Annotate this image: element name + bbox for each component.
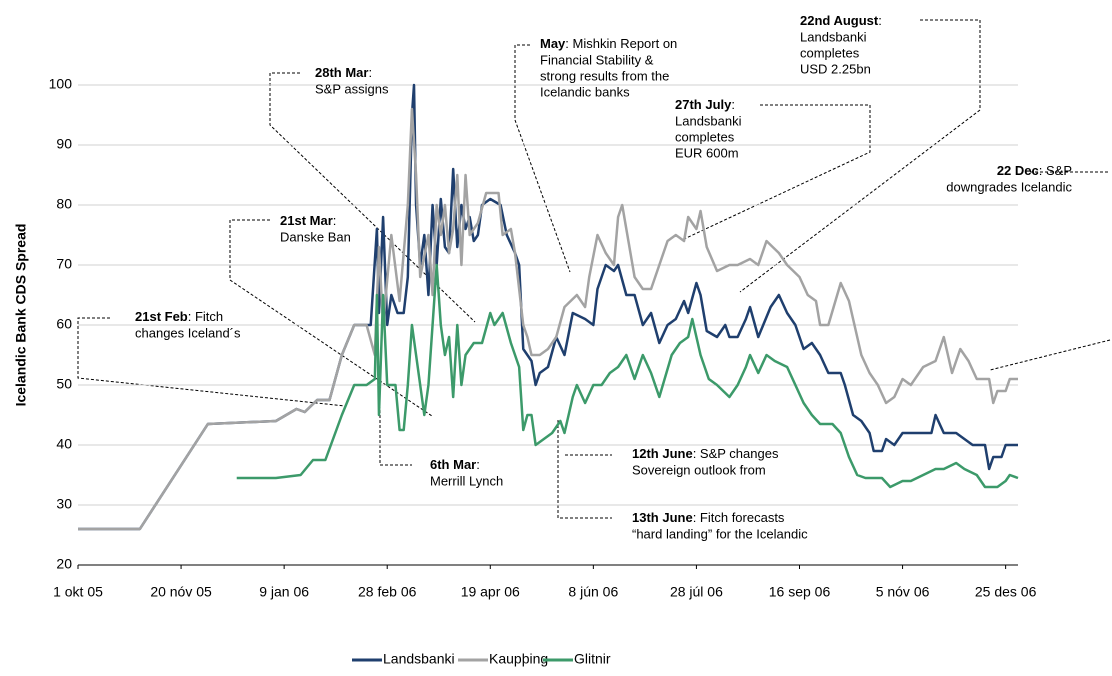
- annotation-head: 28th Mar:: [315, 65, 372, 80]
- leader-line: [739, 19, 981, 293]
- annotation-line: strong results from the: [540, 68, 669, 83]
- annotation-line: Icelandic banks: [540, 84, 630, 99]
- annotation-line: Danske Ban: [280, 229, 351, 244]
- leader-line: [269, 72, 476, 323]
- leader-line: [681, 104, 871, 241]
- annotation-title: 13th June: [632, 510, 693, 525]
- annotation-line: changes Iceland´s: [135, 325, 241, 340]
- x-tick-label: 8 jún 06: [568, 584, 618, 600]
- annotation-head: 21st Mar:: [280, 213, 336, 228]
- annotation-text: : Fitch forecasts: [693, 510, 785, 525]
- x-tick-label: 5 nóv 06: [876, 584, 930, 600]
- leader-line: [77, 317, 346, 407]
- x-tick-label: 16 sep 06: [769, 584, 831, 600]
- y-tick-label: 60: [56, 316, 72, 332]
- series-line: [236, 263, 1019, 489]
- y-tick-label: 20: [56, 556, 72, 572]
- legend-label: Glitnir: [574, 651, 611, 667]
- annotation-text: : Mishkin Report on: [565, 36, 677, 51]
- annotation-line: S&P assigns: [315, 81, 389, 96]
- leader-line: [514, 44, 571, 273]
- annotation-head: 27th July:: [675, 97, 735, 112]
- annotation-text: : S&P changes: [693, 446, 779, 461]
- annotation-line: EUR 600m: [675, 145, 739, 160]
- annotation-text: :: [731, 97, 735, 112]
- y-tick-label: 40: [56, 436, 72, 452]
- annotation: 28th Mar:S&P assigns: [315, 65, 389, 96]
- annotation-title: May: [540, 36, 566, 51]
- annotation-line: Financial Stability &: [540, 52, 654, 67]
- series-line: [78, 107, 1018, 531]
- annotation: 6th Mar:Merrill Lynch: [430, 457, 503, 488]
- annotation-line: “hard landing” for the Icelandic: [632, 526, 808, 541]
- annotation-title: 21st Mar: [280, 213, 333, 228]
- annotation-head: 12th June: S&P changes: [632, 446, 779, 461]
- annotation-text: :: [368, 65, 372, 80]
- x-tick-label: 28 júl 06: [670, 584, 723, 600]
- x-tick-label: 25 des 06: [975, 584, 1037, 600]
- annotation-head: 6th Mar:: [430, 457, 480, 472]
- annotation-line: Landsbanki: [800, 29, 867, 44]
- y-tick-label: 30: [56, 496, 72, 512]
- annotation-head: 13th June: Fitch forecasts: [632, 510, 785, 525]
- annotation-line: completes: [800, 45, 860, 60]
- series-line: [78, 83, 1018, 531]
- annotation: 21st Mar:Danske Ban: [280, 213, 351, 244]
- annotation-title: 12th June: [632, 446, 693, 461]
- annotation-text: :: [476, 457, 480, 472]
- annotation-line: Landsbanki: [675, 113, 742, 128]
- y-tick-label: 90: [56, 136, 72, 152]
- annotation-line: downgrades Icelandic: [946, 179, 1072, 194]
- annotation-title: 28th Mar: [315, 65, 368, 80]
- annotation-line: completes: [675, 129, 735, 144]
- annotation-title: 22nd August: [800, 13, 879, 28]
- y-tick-label: 100: [49, 76, 73, 92]
- x-tick-label: 19 apr 06: [461, 584, 520, 600]
- x-tick-label: 20 nóv 05: [150, 584, 212, 600]
- annotation-text: : S&P: [1039, 163, 1072, 178]
- annotation-text: :: [878, 13, 882, 28]
- leader-line: [229, 219, 433, 417]
- annotation-line: Merrill Lynch: [430, 473, 503, 488]
- annotation-head: May: Mishkin Report on: [540, 36, 677, 51]
- annotation-title: 6th Mar: [430, 457, 476, 472]
- annotation-line: Sovereign outlook from: [632, 462, 766, 477]
- annotation-title: 22 Dec: [997, 163, 1039, 178]
- annotation-text: : Fitch: [188, 309, 223, 324]
- leader-line: [557, 420, 612, 519]
- x-tick-label: 28 feb 06: [358, 584, 417, 600]
- annotation-head: 22 Dec: S&P: [997, 163, 1072, 178]
- annotation-head: 22nd August:: [800, 13, 882, 28]
- annotation: 13th June: Fitch forecasts“hard landing”…: [632, 510, 808, 541]
- annotation-head: 21st Feb: Fitch: [135, 309, 223, 324]
- y-tick-label: 80: [56, 196, 72, 212]
- annotation-title: 21st Feb: [135, 309, 188, 324]
- leader-line: [989, 339, 1111, 371]
- y-tick-label: 70: [56, 256, 72, 272]
- y-tick-label: 50: [56, 376, 72, 392]
- annotation-text: :: [333, 213, 337, 228]
- x-tick-label: 1 okt 05: [53, 584, 103, 600]
- annotation-title: 27th July: [675, 97, 732, 112]
- y-axis-label: Icelandic Bank CDS Spread: [13, 224, 29, 407]
- leader-lines: [77, 19, 1111, 519]
- legend-label: Kaupþing: [489, 651, 548, 667]
- legend-label: Landsbanki: [383, 651, 455, 667]
- x-tick-label: 9 jan 06: [259, 584, 309, 600]
- annotation-line: USD 2.25bn: [800, 61, 871, 76]
